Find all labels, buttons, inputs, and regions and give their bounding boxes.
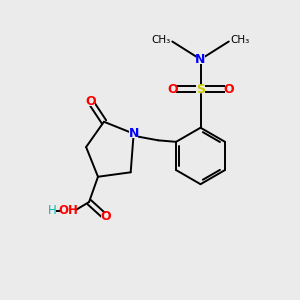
Text: CH₃: CH₃: [152, 35, 171, 45]
Bar: [196, 85, 205, 93]
Bar: [225, 85, 233, 93]
Text: O: O: [167, 82, 178, 96]
Bar: [129, 130, 138, 138]
Bar: [86, 98, 95, 106]
Text: S: S: [196, 82, 205, 96]
Bar: [49, 207, 56, 214]
Bar: [61, 206, 76, 215]
Bar: [168, 85, 176, 93]
Text: O: O: [85, 95, 96, 108]
Text: O: O: [100, 210, 111, 224]
Text: N: N: [128, 127, 139, 140]
Text: OH: OH: [58, 204, 78, 218]
Text: N: N: [195, 53, 206, 66]
Text: H: H: [48, 204, 57, 218]
Bar: [101, 213, 110, 221]
Bar: [196, 55, 205, 64]
Text: O: O: [224, 82, 234, 96]
Text: CH₃: CH₃: [230, 35, 250, 45]
